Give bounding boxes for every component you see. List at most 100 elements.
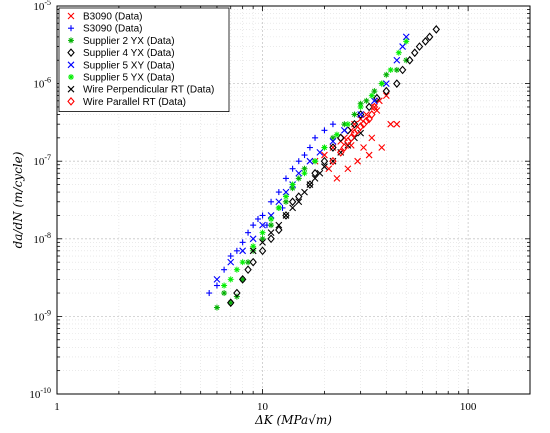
legend-entry: Wire Perpendicular RT (Data) bbox=[83, 85, 214, 96]
data-point bbox=[387, 120, 395, 128]
data-point bbox=[368, 110, 376, 119]
series-5 bbox=[221, 38, 410, 289]
data-point bbox=[329, 156, 337, 166]
data-point bbox=[306, 181, 314, 188]
data-point bbox=[415, 42, 424, 51]
x-tick-label: 10 bbox=[257, 401, 269, 413]
data-point bbox=[378, 80, 385, 87]
data-point bbox=[425, 32, 434, 42]
data-point bbox=[311, 175, 319, 182]
data-point bbox=[267, 234, 275, 244]
data-point bbox=[227, 253, 234, 260]
data-point bbox=[421, 37, 430, 46]
data-point bbox=[258, 246, 267, 256]
data-point bbox=[282, 193, 289, 200]
legend: B3090 (Data)S3090 (Data)Supplier 2 YX (D… bbox=[58, 7, 230, 112]
data-point bbox=[254, 215, 261, 222]
data-point bbox=[340, 143, 349, 152]
y-tick-label: 10-8 bbox=[33, 231, 51, 246]
data-point bbox=[289, 181, 296, 188]
legend-marker bbox=[68, 25, 74, 32]
data-point bbox=[354, 157, 361, 165]
data-point bbox=[365, 151, 373, 159]
data-point bbox=[206, 290, 213, 297]
data-point bbox=[357, 103, 364, 110]
data-point bbox=[233, 288, 241, 298]
data-point bbox=[311, 168, 319, 178]
legend-marker bbox=[68, 74, 74, 80]
data-point bbox=[301, 170, 308, 177]
series-4 bbox=[213, 33, 410, 283]
data-point bbox=[282, 175, 289, 182]
legend-marker bbox=[67, 61, 75, 69]
data-point bbox=[306, 144, 313, 151]
data-point bbox=[360, 144, 367, 151]
data-point bbox=[295, 192, 303, 201]
data-point bbox=[250, 243, 257, 250]
data-point bbox=[393, 66, 400, 73]
y-tick-label: 10-7 bbox=[33, 153, 51, 168]
data-point bbox=[403, 38, 410, 45]
data-point bbox=[320, 156, 329, 166]
legend-marker bbox=[67, 97, 75, 106]
data-point bbox=[363, 97, 370, 104]
series-1 bbox=[206, 121, 336, 297]
data-point bbox=[259, 238, 266, 246]
legend-entry: Wire Parallel RT (Data) bbox=[83, 97, 186, 108]
data-point bbox=[378, 144, 386, 151]
data-point bbox=[398, 65, 407, 75]
legend-entry: Supplier 5 XY (Data) bbox=[83, 60, 175, 71]
data-point bbox=[325, 165, 333, 173]
data-point bbox=[295, 169, 303, 177]
data-point bbox=[268, 198, 275, 205]
series-7 bbox=[329, 102, 379, 166]
data-point bbox=[382, 86, 391, 96]
data-point bbox=[356, 122, 365, 131]
data-point bbox=[288, 197, 297, 207]
legend-entry: Supplier 2 YX (Data) bbox=[83, 36, 175, 47]
x-tick-label: 100 bbox=[460, 401, 477, 413]
data-point bbox=[282, 212, 290, 219]
data-point bbox=[275, 198, 283, 206]
data-point bbox=[312, 158, 319, 165]
y-tick-label: 10-10 bbox=[29, 386, 51, 401]
data-point bbox=[259, 221, 266, 229]
data-point bbox=[295, 158, 302, 165]
data-point bbox=[275, 189, 282, 196]
data-point bbox=[249, 257, 257, 267]
data-point bbox=[329, 121, 336, 128]
data-point bbox=[347, 133, 355, 143]
data-point bbox=[275, 225, 283, 235]
data-point bbox=[250, 222, 257, 229]
legend-entry: S3090 (Data) bbox=[83, 24, 142, 35]
data-point bbox=[249, 247, 257, 255]
data-point bbox=[306, 180, 314, 189]
data-point bbox=[213, 304, 220, 311]
data-point bbox=[226, 298, 235, 308]
data-point bbox=[282, 198, 289, 205]
data-point bbox=[221, 290, 228, 297]
data-point bbox=[289, 204, 296, 212]
data-point bbox=[373, 93, 381, 103]
series-3 bbox=[226, 25, 441, 308]
legend-marker bbox=[68, 37, 74, 44]
data-point bbox=[357, 111, 365, 118]
data-points bbox=[206, 25, 441, 311]
data-point bbox=[227, 258, 235, 266]
data-point bbox=[238, 275, 247, 284]
data-point bbox=[382, 92, 390, 100]
data-point bbox=[289, 165, 296, 172]
legend-box bbox=[58, 7, 230, 112]
data-point bbox=[373, 107, 381, 114]
data-point bbox=[333, 131, 340, 138]
data-point bbox=[245, 229, 252, 236]
data-point bbox=[239, 259, 246, 266]
data-point bbox=[411, 48, 419, 58]
data-point bbox=[382, 80, 390, 87]
x-tick-label: 1 bbox=[54, 401, 60, 413]
data-point bbox=[329, 143, 337, 152]
data-point bbox=[282, 211, 290, 220]
data-point bbox=[362, 116, 371, 126]
